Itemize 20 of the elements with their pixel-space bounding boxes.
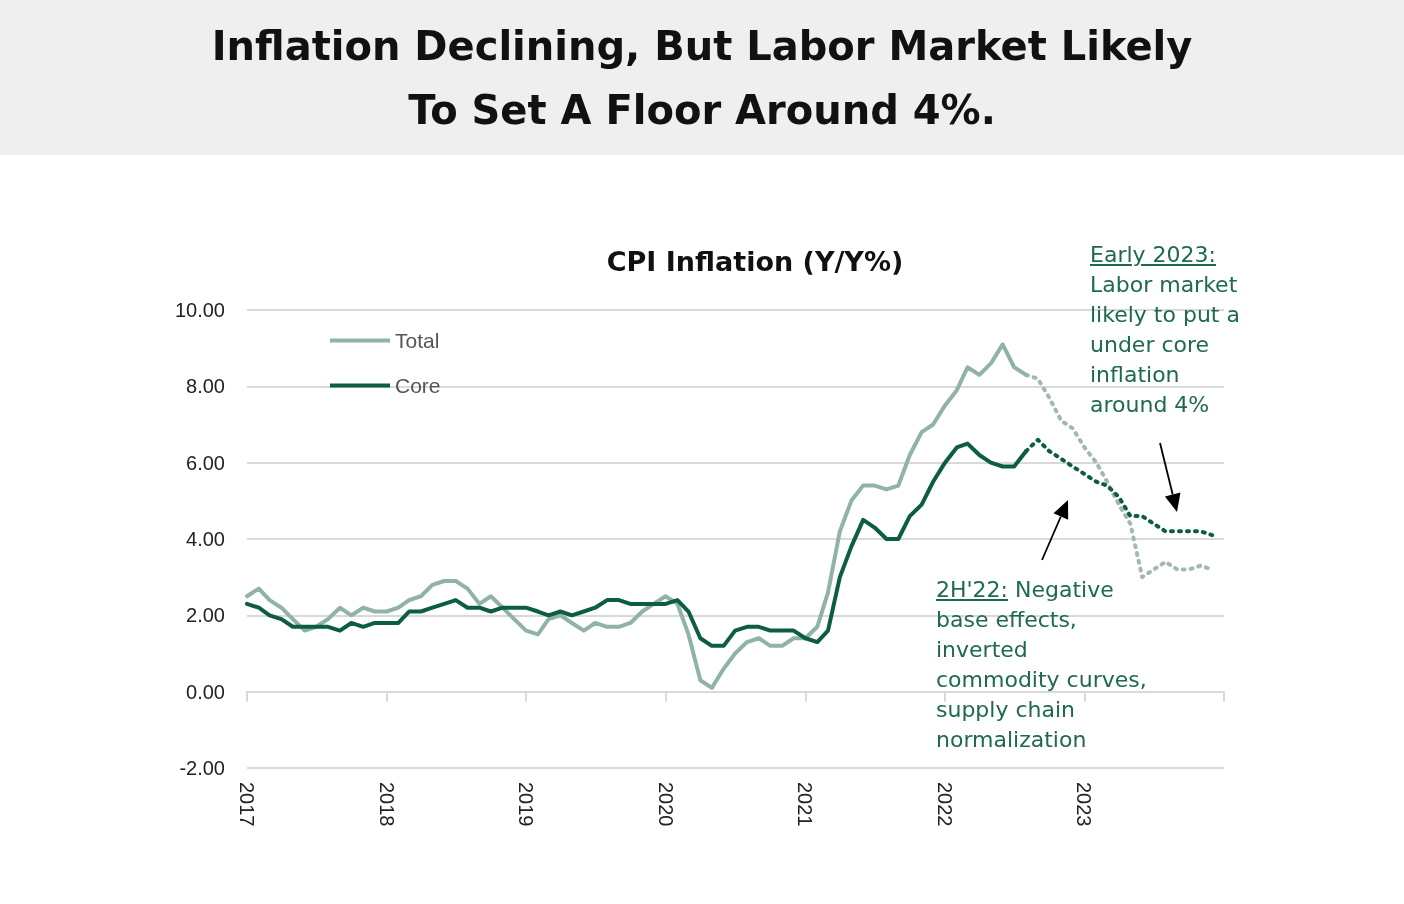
- x-tick-label: 2023: [1073, 782, 1096, 827]
- y-tick-label: 2.00: [186, 604, 225, 627]
- legend-label: Total: [395, 329, 440, 352]
- x-tick-label: 2018: [375, 782, 398, 827]
- y-tick-label: 0.00: [186, 680, 225, 703]
- x-tick-label: 2022: [933, 782, 956, 827]
- y-tick-label: 8.00: [186, 375, 225, 398]
- x-tick-label: 2021: [794, 782, 817, 827]
- chart-title: Inflation Declining, But Labor Market Likely To Set A Floor Around 4%.: [210, 21, 1194, 135]
- y-tick-label: 6.00: [186, 451, 225, 474]
- x-tick-label: 2017: [236, 782, 258, 827]
- y-tick-label: 10.00: [174, 299, 225, 321]
- annotation: Early 2023: Labor market likely to put a under core inflation around 4%: [1090, 241, 1241, 419]
- y-tick-label: 4.00: [186, 528, 225, 550]
- x-tick-label: 2019: [515, 782, 538, 827]
- x-tick-label: 2020: [654, 782, 677, 827]
- annotation: 2H'22: Negative base effects, inverted commodity curves, supply chain normalization: [936, 576, 1148, 754]
- chart-subtitle: CPI Inflation (Y/Y%): [606, 246, 904, 277]
- legend-label: Core: [395, 374, 441, 397]
- y-tick-label: -2.00: [179, 757, 225, 779]
